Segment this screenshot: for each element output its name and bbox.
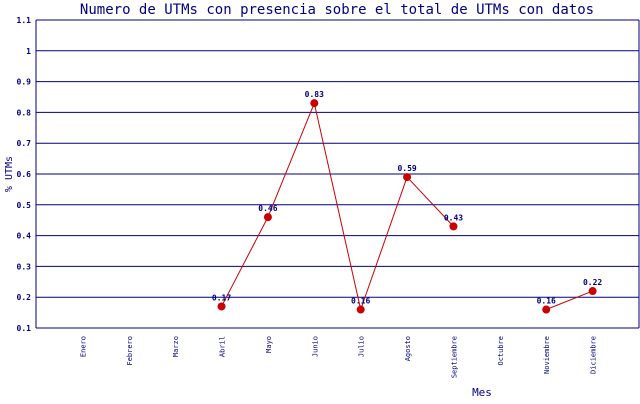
data-label: 0.22 (583, 278, 602, 287)
x-tick-label: Febrero (126, 336, 134, 366)
y-tick-label: 0.4 (17, 232, 32, 241)
series-line-segment (267, 102, 315, 218)
x-tick-label: Noviembre (543, 336, 551, 374)
data-label: 0.83 (305, 90, 324, 99)
y-tick-label: 0.6 (17, 170, 32, 179)
x-tick-label: Junio (311, 336, 319, 357)
data-label: 0.46 (258, 204, 277, 213)
y-tick-label: 1 (26, 47, 31, 56)
y-tick-label: 0.1 (17, 324, 32, 333)
data-point (217, 302, 226, 311)
data-label: 0.16 (351, 297, 370, 306)
x-tick-label: Mayo (265, 336, 273, 353)
x-tick-label: Agosto (404, 336, 412, 361)
x-tick-label: Marzo (172, 336, 180, 357)
y-tick-label: 0.7 (17, 139, 32, 148)
series-line-segment (546, 290, 593, 310)
y-tick-label: 0.3 (17, 262, 32, 271)
series-line-segment (221, 216, 269, 307)
data-point (263, 213, 272, 222)
y-tick-label: 0.9 (17, 78, 32, 87)
x-tick-label: Octubre (497, 336, 505, 366)
data-label: 0.17 (212, 293, 231, 302)
data-point (588, 287, 597, 296)
data-point (356, 305, 365, 314)
data-label: 0.43 (444, 213, 463, 222)
data-label: 0.59 (397, 164, 416, 173)
y-tick-label: 0.5 (17, 201, 32, 210)
series-line-segment (360, 176, 408, 310)
y-tick-label: 0.2 (17, 293, 32, 302)
x-tick-label: Abril (219, 336, 227, 357)
x-tick-label: Enero (79, 336, 87, 357)
data-point (310, 99, 319, 108)
data-point (403, 173, 412, 182)
series-line-segment (313, 103, 362, 310)
chart-title: Numero de UTMs con presencia sobre el to… (80, 2, 594, 18)
data-label: 0.16 (537, 297, 556, 306)
y-tick-label: 0.8 (17, 108, 32, 117)
y-tick-label: 1.1 (17, 16, 32, 25)
x-tick-label: Septiembre (450, 336, 458, 378)
series-line-segment (406, 176, 454, 227)
x-tick-label: Julio (358, 336, 366, 357)
data-point (449, 222, 458, 231)
data-point (542, 305, 551, 314)
y-axis-label: % UTMs (4, 156, 15, 192)
x-tick-label: Diciembre (590, 336, 598, 374)
x-axis-label: Mes (472, 386, 492, 399)
